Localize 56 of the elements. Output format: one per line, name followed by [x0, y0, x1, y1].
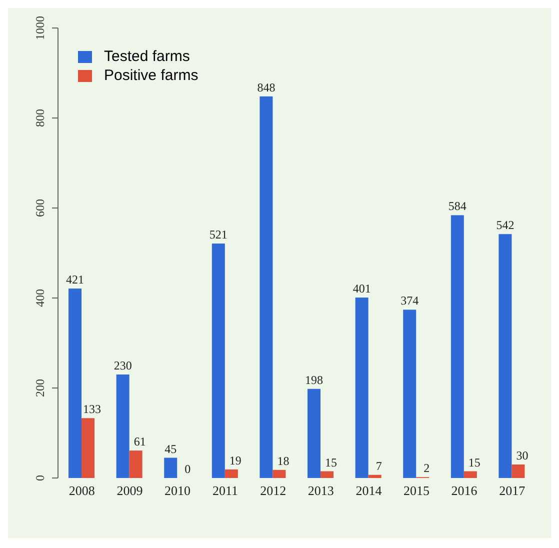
x-tick-label: 2010 — [164, 483, 190, 498]
x-tick-label: 2008 — [68, 483, 95, 498]
y-tick-label: 800 — [33, 109, 47, 127]
data-label: 542 — [496, 218, 514, 232]
data-label: 45 — [164, 442, 177, 456]
data-label: 401 — [352, 282, 371, 296]
bar — [224, 469, 238, 478]
data-label: 15 — [468, 455, 480, 470]
data-label: 421 — [66, 272, 84, 287]
x-tick-label: 2013 — [308, 483, 334, 498]
x-tick-label: 2014 — [356, 483, 382, 498]
y-tick-label: 400 — [33, 289, 47, 307]
bar — [368, 474, 382, 478]
data-label: 7 — [376, 458, 382, 473]
x-tick-label: 2015 — [404, 483, 430, 498]
bar — [68, 288, 82, 478]
data-label: 374 — [400, 294, 419, 308]
bar — [129, 450, 142, 478]
bar — [164, 458, 178, 478]
x-tick-label: 2011 — [212, 483, 238, 498]
bar — [272, 470, 286, 478]
data-label: 230 — [114, 358, 132, 372]
x-tick-label: 2009 — [116, 483, 143, 498]
legend-label: Tested farms — [104, 48, 190, 65]
data-label: 133 — [83, 402, 102, 416]
bar — [498, 234, 512, 478]
x-tick-label: 2016 — [451, 483, 478, 498]
data-label: 848 — [257, 80, 276, 94]
legend-label: Positive farms — [104, 67, 198, 84]
bar — [212, 244, 225, 478]
y-tick-label: 200 — [33, 379, 47, 397]
y-tick-label: 1000 — [33, 16, 47, 40]
y-tick-label: 600 — [33, 199, 47, 217]
bar — [450, 215, 464, 478]
data-label: 30 — [516, 448, 528, 462]
x-tick-label: 2012 — [260, 483, 286, 498]
x-tick-label: 2017 — [499, 483, 526, 498]
bar — [308, 388, 321, 478]
bar — [82, 418, 95, 478]
bar — [403, 310, 416, 478]
data-label: 18 — [277, 454, 290, 468]
bar — [116, 374, 130, 478]
data-label: 584 — [448, 199, 466, 214]
bar — [260, 96, 273, 478]
data-label: 2 — [424, 461, 430, 476]
data-label: 198 — [305, 372, 324, 387]
bar — [464, 471, 477, 478]
data-label: 521 — [209, 228, 228, 242]
data-label: 61 — [134, 434, 146, 449]
bar — [355, 298, 368, 478]
data-label: 15 — [325, 455, 338, 470]
bar — [320, 471, 334, 478]
data-label: 0 — [184, 462, 191, 476]
data-label: 19 — [229, 453, 242, 468]
bar — [512, 464, 525, 478]
y-tick-label: 0 — [33, 475, 47, 481]
